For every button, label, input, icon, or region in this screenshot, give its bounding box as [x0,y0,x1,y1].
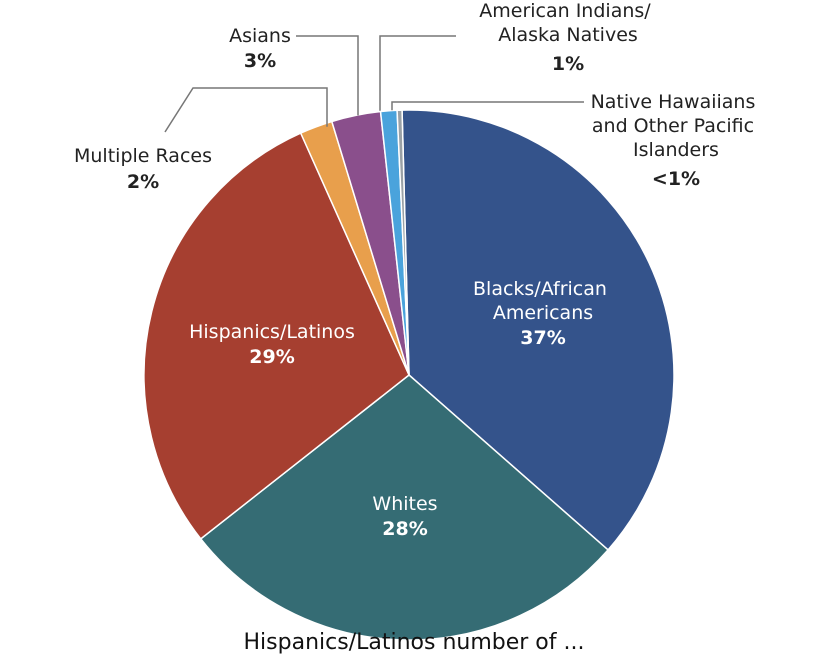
label-aian: American Indians/ Alaska Natives [479,0,656,46]
leader-nhopi [391,101,584,111]
value-multiple: 2% [127,171,159,193]
leader-multiple [164,87,328,133]
label-whites: Whites [372,493,437,515]
value-blacks: 37% [520,327,565,349]
caption: Hispanics/Latinos number of ... [243,630,585,655]
slice-blacks [401,109,675,551]
value-asians: 3% [244,50,276,72]
value-aian: 1% [552,53,584,75]
slice-hispanics [143,132,410,540]
leader-lines [164,35,584,133]
label-blacks: Blacks/African Americans [473,278,613,324]
leader-aian [379,35,456,111]
label-multiple: Multiple Races [74,145,212,167]
value-whites: 28% [382,518,427,540]
label-asians: Asians [229,25,291,47]
label-hispanics: Hispanics/Latinos [189,321,355,343]
slice-nhopi [396,109,410,376]
leader-asians [296,35,359,116]
label-nhopi: Native Hawaiians and Other Pacific Islan… [591,91,762,161]
pie-slices [143,109,675,641]
value-nhopi: <1% [652,168,700,190]
slice-whites [199,374,610,641]
value-hispanics: 29% [249,346,294,368]
